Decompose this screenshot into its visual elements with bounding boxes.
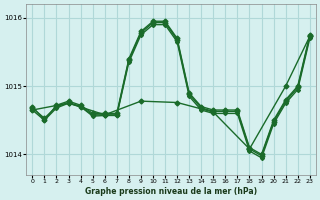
X-axis label: Graphe pression niveau de la mer (hPa): Graphe pression niveau de la mer (hPa) bbox=[85, 187, 257, 196]
